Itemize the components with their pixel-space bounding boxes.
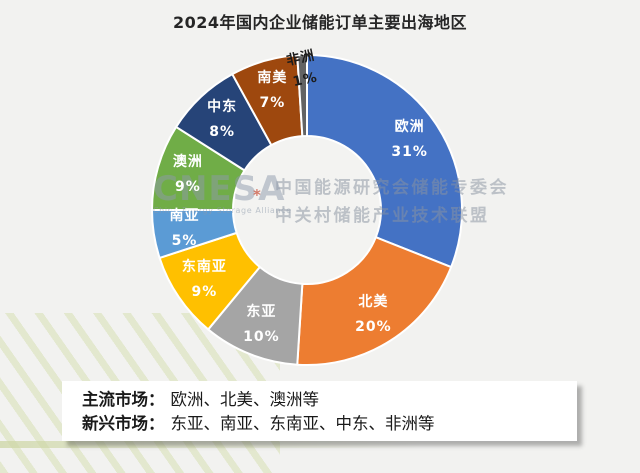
summary-line-emerging: 新兴市场： 东亚、南亚、东南亚、中东、非洲等: [82, 412, 577, 436]
emerging-markets-text: 东亚、南亚、东南亚、中东、非洲等: [170, 414, 435, 433]
page-title: 2024年国内企业储能订单主要出海地区: [172, 13, 468, 32]
emerging-markets-label: 新兴市场：: [82, 414, 165, 433]
mainstream-markets-label: 主流市场：: [82, 390, 165, 409]
pie-slice-north-america: [296, 236, 453, 366]
summary-box: 主流市场： 欧洲、北美、澳洲等 新兴市场： 东亚、南亚、东南亚、中东、非洲等: [62, 381, 577, 441]
donut-hole: [234, 137, 380, 283]
pie-slice-europe: [306, 54, 463, 269]
summary-line-mainstream: 主流市场： 欧洲、北美、澳洲等: [82, 388, 577, 412]
pie-slice-africa: [296, 54, 308, 138]
mainstream-markets-text: 欧洲、北美、澳洲等: [170, 390, 320, 409]
